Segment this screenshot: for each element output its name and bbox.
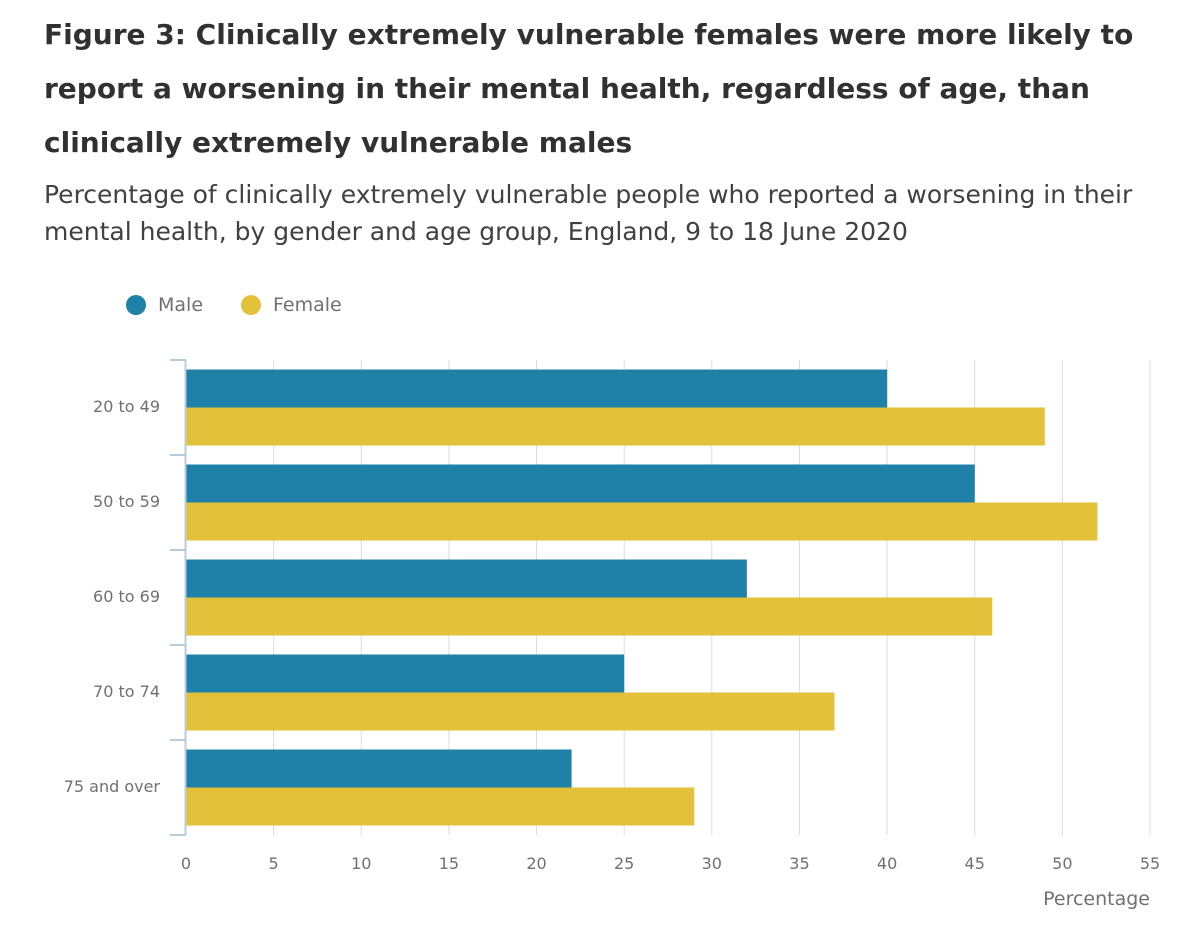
x-tick-label-0: 0 xyxy=(181,854,191,873)
category-label-20-to-49: 20 to 49 xyxy=(93,397,160,416)
category-label-70-to-74: 70 to 74 xyxy=(93,682,160,701)
legend-label-female: Female xyxy=(273,294,342,316)
x-tick-label-40: 40 xyxy=(877,854,897,873)
x-tick-label-15: 15 xyxy=(439,854,459,873)
bar-male-75-and-over[interactable] xyxy=(186,749,572,788)
legend-swatch-female xyxy=(241,295,262,315)
chart-subtitle: Percentage of clinically extremely vulne… xyxy=(44,180,1133,246)
legend-item-female[interactable]: Female xyxy=(241,294,342,316)
category-label-60-to-69: 60 to 69 xyxy=(93,587,160,606)
bar-male-60-to-69[interactable] xyxy=(186,559,747,598)
chart-title: Figure 3: Clinically extremely vulnerabl… xyxy=(44,18,1134,159)
x-tick-label-5: 5 xyxy=(269,854,279,873)
bar-female-70-to-74[interactable] xyxy=(186,692,835,731)
legend-label-male: Male xyxy=(158,294,204,316)
bar-male-20-to-49[interactable] xyxy=(186,369,888,408)
x-tick-label-25: 25 xyxy=(614,854,634,873)
x-tick-label-30: 30 xyxy=(702,854,722,873)
bar-female-50-to-59[interactable] xyxy=(186,502,1098,541)
bar-female-60-to-69[interactable] xyxy=(186,597,993,636)
category-label-75-and-over: 75 and over xyxy=(64,777,161,796)
bar-male-70-to-74[interactable] xyxy=(186,654,625,693)
bar-female-75-and-over[interactable] xyxy=(186,787,695,826)
x-tick-label-20: 20 xyxy=(526,854,546,873)
bar-male-50-to-59[interactable] xyxy=(186,464,975,503)
bar-female-20-to-49[interactable] xyxy=(186,407,1045,446)
legend: Male Female xyxy=(126,290,380,320)
x-tick-label-55: 55 xyxy=(1140,854,1160,873)
category-label-50-to-59: 50 to 59 xyxy=(93,492,160,511)
bar-chart: 20 to 49 50 to 59 60 to 69 70 to 74 75 and o… xyxy=(64,359,1160,910)
legend-swatch-male xyxy=(126,295,146,315)
x-tick-label-10: 10 xyxy=(351,854,371,873)
x-axis-title: Percentage xyxy=(1043,888,1150,910)
x-tick-label-35: 35 xyxy=(789,854,809,873)
x-tick-label-45: 45 xyxy=(965,854,985,873)
legend-item-male[interactable]: Male xyxy=(126,294,203,316)
x-tick-label-50: 50 xyxy=(1052,854,1072,873)
